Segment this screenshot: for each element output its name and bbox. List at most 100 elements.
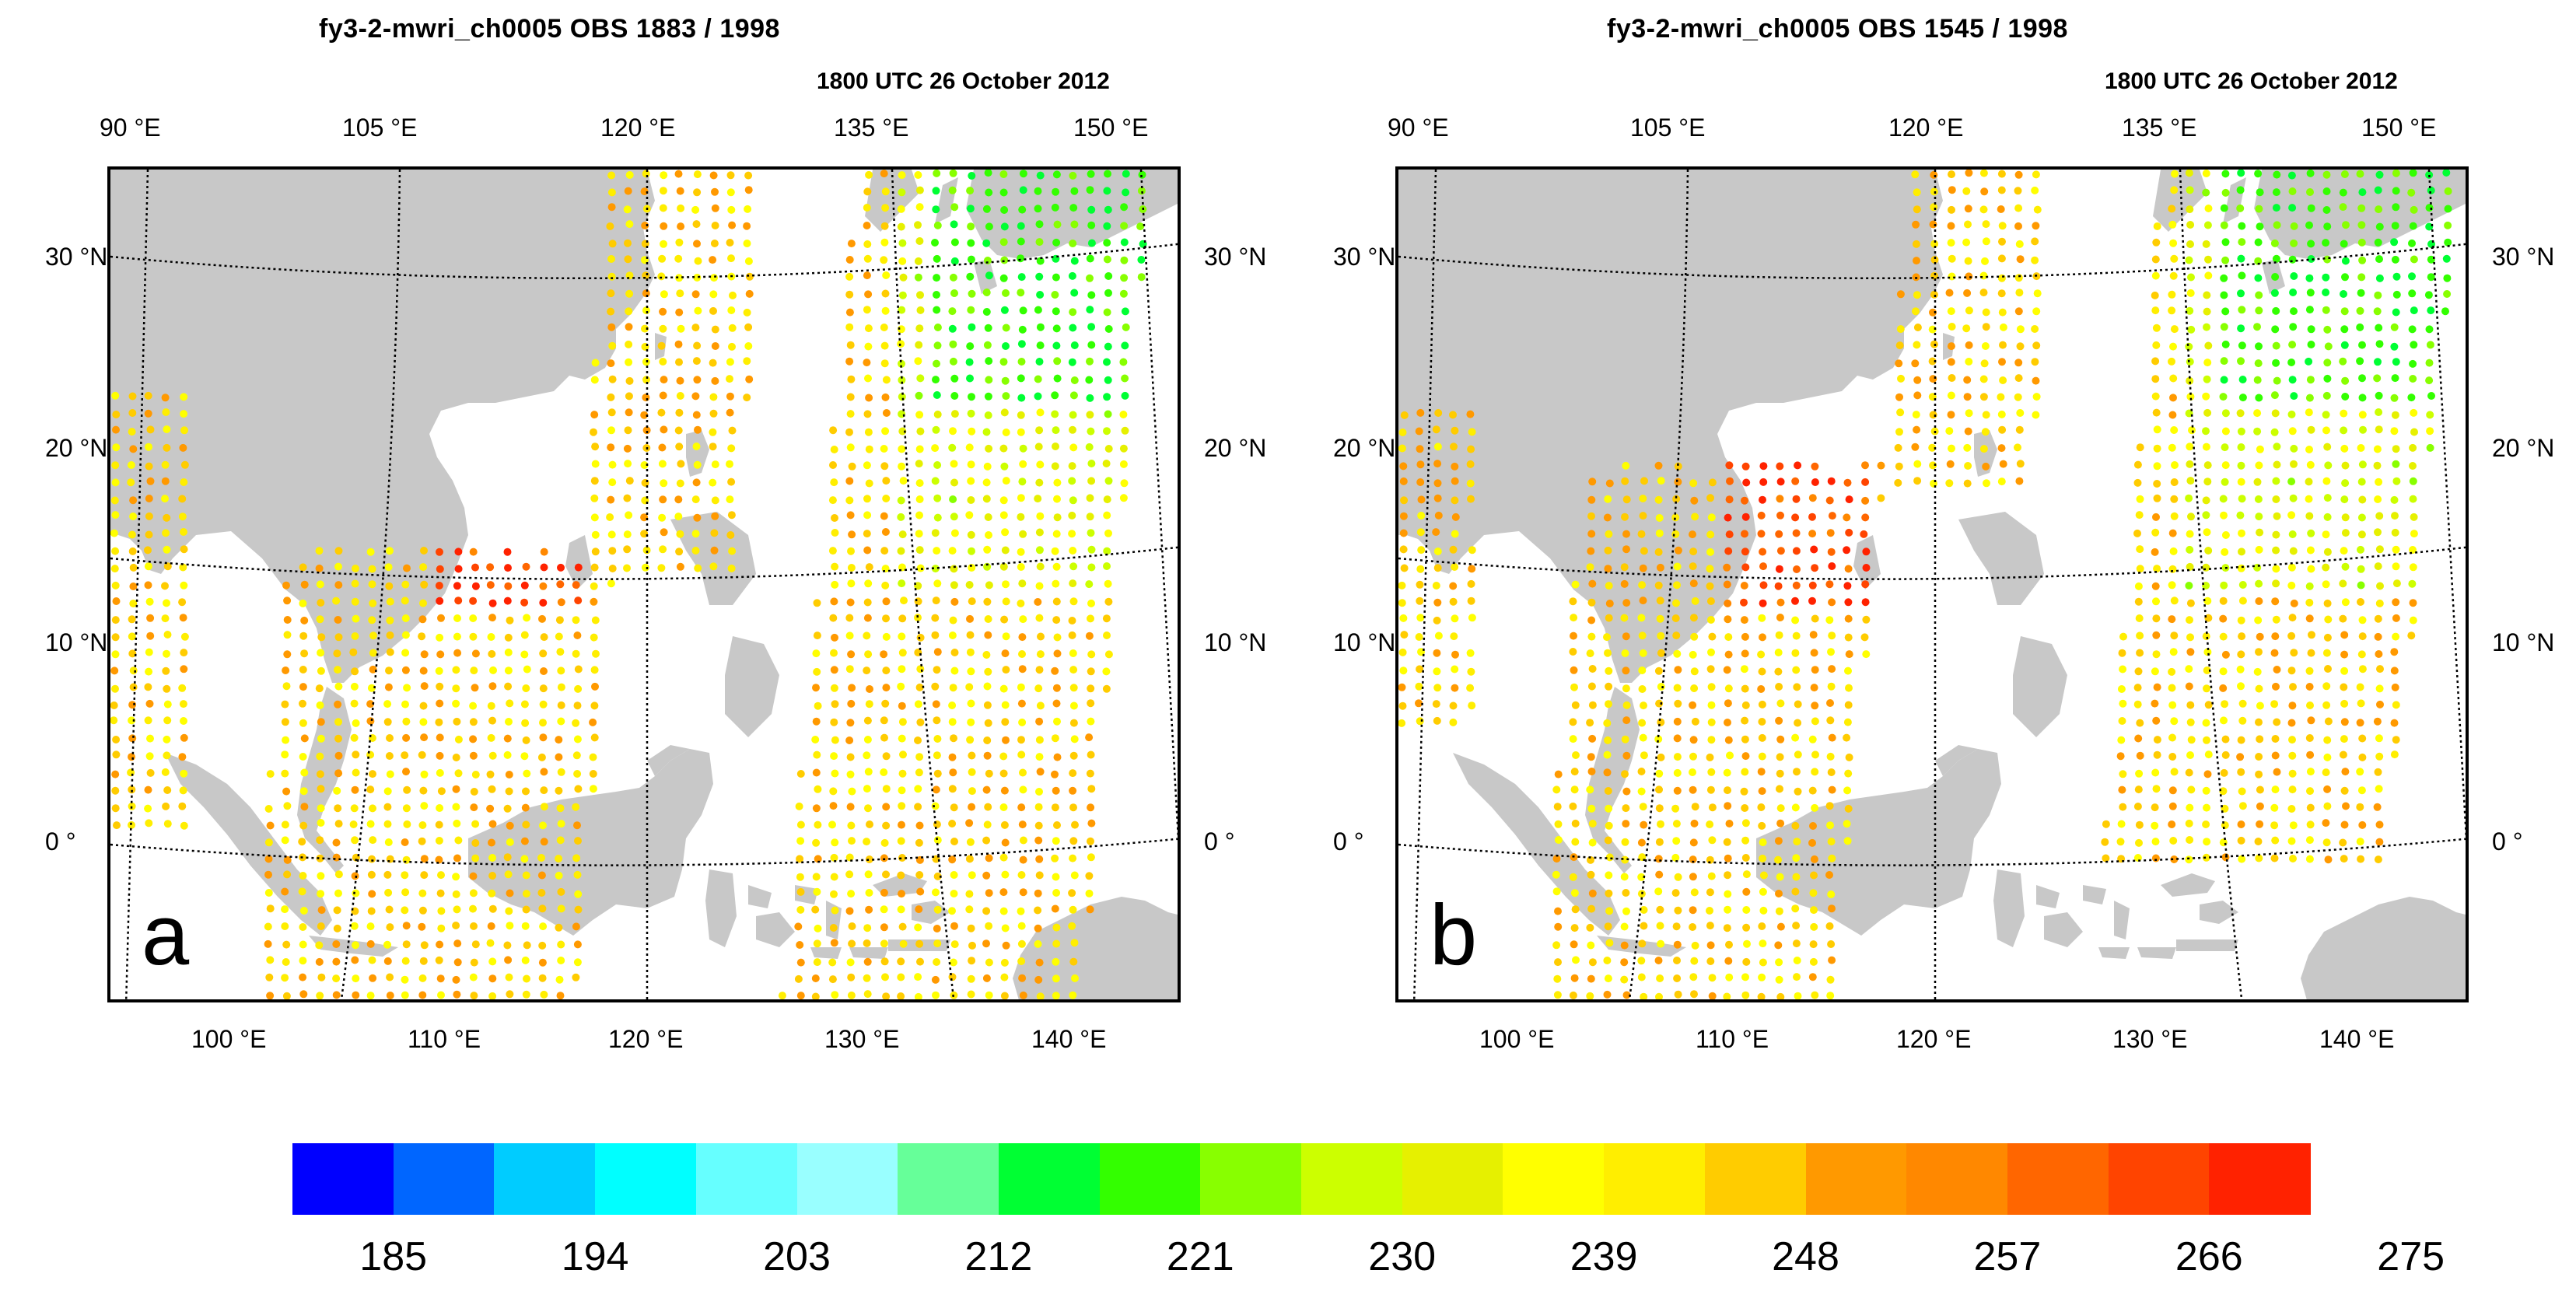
obs-dot bbox=[572, 973, 580, 981]
left-tick-0: 0 ° bbox=[1333, 827, 1364, 855]
obs-dot bbox=[2116, 838, 2125, 846]
obs-dot bbox=[2307, 649, 2315, 657]
obs-dot bbox=[845, 853, 854, 862]
obs-dot bbox=[419, 701, 428, 710]
obs-dot bbox=[2186, 751, 2194, 759]
obs-dot bbox=[401, 957, 410, 965]
obs-dot bbox=[933, 648, 942, 656]
obs-dot bbox=[1468, 701, 1476, 710]
obs-dot bbox=[863, 187, 872, 196]
land-polygon bbox=[2036, 885, 2060, 908]
obs-dot bbox=[1912, 411, 1920, 419]
obs-dot bbox=[1068, 477, 1076, 485]
obs-dot bbox=[332, 853, 341, 862]
obs-dot bbox=[2031, 358, 2039, 366]
land-polygon bbox=[1453, 753, 1620, 936]
obs-dot bbox=[1982, 308, 1990, 317]
obs-dot bbox=[1741, 632, 1749, 641]
obs-dot bbox=[1776, 992, 1785, 999]
obs-dot bbox=[2323, 548, 2332, 556]
obs-dot bbox=[1570, 785, 1579, 794]
obs-dot bbox=[2203, 307, 2211, 316]
obs-dot bbox=[845, 272, 854, 281]
obs-dot bbox=[1051, 462, 1059, 471]
obs-dot bbox=[1811, 803, 1819, 812]
obs-dot bbox=[1673, 717, 1682, 726]
obs-dot bbox=[145, 512, 153, 520]
obs-dot bbox=[914, 785, 922, 793]
obs-dot bbox=[437, 907, 446, 915]
obs-dot bbox=[539, 733, 548, 742]
obs-dot bbox=[2426, 411, 2434, 419]
obs-dot bbox=[1793, 838, 1801, 846]
obs-dot bbox=[316, 580, 324, 589]
obs-dot bbox=[1416, 717, 1424, 726]
obs-dot bbox=[1896, 408, 1905, 417]
obs-dot bbox=[352, 768, 360, 777]
obs-dot bbox=[948, 186, 957, 194]
obs-dot bbox=[607, 579, 615, 588]
obs-dot bbox=[112, 425, 120, 434]
obs-dot bbox=[863, 838, 871, 846]
obs-dot bbox=[2272, 682, 2280, 691]
obs-dot bbox=[1860, 530, 1868, 538]
obs-dot bbox=[264, 939, 272, 948]
obs-dot bbox=[1826, 699, 1834, 707]
obs-dot bbox=[469, 889, 478, 897]
obs-dot bbox=[2340, 409, 2348, 418]
obs-dot bbox=[1121, 341, 1129, 350]
obs-dot bbox=[1724, 699, 1732, 708]
obs-dot bbox=[968, 957, 976, 965]
obs-dot bbox=[847, 821, 856, 830]
obs-dot bbox=[264, 855, 273, 863]
obs-dot bbox=[2392, 460, 2400, 468]
obs-dot bbox=[692, 478, 701, 487]
obs-dot bbox=[386, 923, 394, 932]
obs-dot bbox=[435, 582, 443, 590]
obs-dot bbox=[1051, 770, 1059, 778]
obs-dot bbox=[2255, 770, 2263, 778]
obs-dot bbox=[2357, 650, 2366, 659]
obs-dot bbox=[2168, 684, 2176, 692]
obs-dot bbox=[2289, 547, 2298, 555]
obs-dot bbox=[1605, 600, 1614, 607]
obs-dot bbox=[2271, 632, 2280, 641]
obs-dot bbox=[2323, 633, 2332, 642]
obs-dot bbox=[469, 701, 478, 710]
obs-dot bbox=[1017, 750, 1026, 759]
obs-dot bbox=[111, 804, 120, 813]
obs-dot bbox=[1035, 788, 1043, 796]
obs-dot bbox=[2014, 170, 2023, 179]
obs-dot bbox=[1053, 717, 1061, 726]
obs-dot bbox=[2287, 837, 2296, 845]
obs-dot bbox=[2287, 478, 2296, 486]
obs-dot bbox=[2134, 667, 2143, 676]
obs-dot bbox=[2168, 565, 2177, 573]
obs-dot bbox=[179, 614, 187, 622]
obs-dot bbox=[1690, 990, 1698, 999]
obs-dot bbox=[1655, 804, 1664, 813]
obs-dot bbox=[1689, 906, 1697, 915]
obs-dot bbox=[1104, 597, 1113, 606]
obs-dot bbox=[317, 718, 325, 726]
obs-dot bbox=[1451, 496, 1459, 505]
obs-dot bbox=[1895, 428, 1903, 436]
land-polygon bbox=[110, 170, 655, 683]
obs-dot bbox=[915, 341, 923, 349]
obs-dot bbox=[607, 203, 616, 212]
obs-dot bbox=[984, 719, 992, 727]
obs-dot bbox=[504, 666, 513, 675]
obs-dot bbox=[2255, 394, 2263, 402]
obs-dot bbox=[572, 854, 581, 862]
obs-dot bbox=[1637, 973, 1646, 981]
obs-dot bbox=[1792, 529, 1801, 537]
obs-dot bbox=[899, 750, 907, 759]
obs-dot bbox=[1999, 376, 2007, 384]
obs-dot bbox=[163, 631, 172, 639]
obs-dot bbox=[506, 990, 514, 999]
obs-dot bbox=[2339, 203, 2347, 212]
obs-dot bbox=[675, 408, 684, 417]
obs-dot bbox=[2322, 682, 2331, 691]
obs-dot bbox=[624, 426, 632, 435]
obs-dot bbox=[146, 425, 155, 434]
